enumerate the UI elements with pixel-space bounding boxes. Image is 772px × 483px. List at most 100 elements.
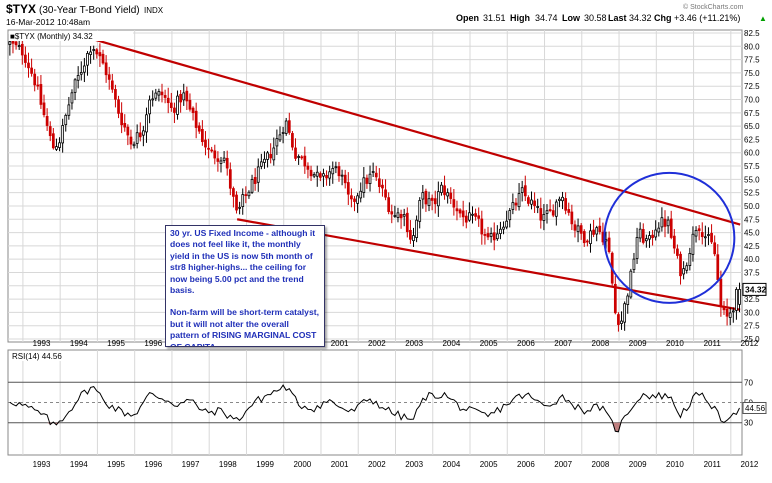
- candlestick-series: [8, 33, 741, 332]
- price-legend: ■$TYX (Monthly) 34.32: [10, 32, 93, 41]
- candle-body: [315, 171, 319, 177]
- last-price-marker-text: 34.32: [745, 284, 767, 294]
- header-exchange: INDX: [144, 6, 164, 15]
- candle-body: [151, 98, 155, 101]
- candle-body: [284, 120, 288, 134]
- candle-body: [39, 84, 43, 105]
- candle-body: [278, 134, 282, 141]
- watermark: © StockCharts.com: [683, 3, 744, 11]
- price-tick-label: 70.0: [744, 96, 760, 105]
- candle-body: [436, 191, 440, 207]
- price-tick-label: 82.5: [744, 29, 760, 38]
- rsi-grid: [8, 350, 742, 455]
- header-low-label: Low: [562, 13, 581, 23]
- candle-body: [58, 142, 61, 148]
- candle-body: [530, 199, 533, 205]
- header-chg-label: Chg: [654, 13, 672, 23]
- candle-body: [135, 132, 139, 144]
- candle-body: [263, 158, 266, 163]
- candle-body: [110, 80, 114, 90]
- price-year-label: 2002: [368, 339, 386, 348]
- candle-body: [216, 158, 220, 162]
- candle-body: [27, 62, 30, 69]
- rsi-year-label: 2000: [293, 460, 311, 469]
- candle-body: [101, 53, 105, 64]
- candle-body: [443, 185, 446, 196]
- candle-body: [722, 306, 726, 311]
- price-year-label: 1994: [70, 339, 88, 348]
- price-tick-label: 65.0: [744, 122, 760, 131]
- candle-body: [291, 133, 294, 148]
- candle-body: [638, 228, 642, 239]
- candle-body: [176, 95, 179, 115]
- candle-body: [713, 242, 717, 255]
- candle-body: [495, 233, 499, 240]
- candle-body: [489, 233, 493, 237]
- header-datetime: 16-Mar-2012 10:48am: [6, 17, 90, 27]
- price-year-label: 2004: [442, 339, 460, 348]
- header-open-label: Open: [456, 13, 479, 23]
- candle-body: [595, 227, 599, 235]
- candle-body: [253, 177, 257, 184]
- rsi-year-label: 2001: [331, 460, 349, 469]
- rsi-last-marker: 44.56: [742, 401, 767, 414]
- candle-body: [651, 234, 654, 239]
- candle-body: [244, 194, 248, 196]
- candle-body: [294, 147, 297, 159]
- rsi-year-label: 1995: [107, 460, 125, 469]
- candle-body: [697, 228, 701, 231]
- candle-body: [666, 219, 670, 227]
- candle-body: [328, 171, 332, 179]
- candle-body: [114, 89, 117, 100]
- price-year-label: 2008: [592, 339, 610, 348]
- candle-body: [322, 173, 325, 177]
- candle-body: [17, 45, 21, 47]
- candle-body: [20, 43, 24, 56]
- candle-body: [36, 84, 40, 87]
- candle-body: [83, 65, 86, 73]
- candle-body: [446, 192, 450, 197]
- price-tick-label: 67.5: [744, 109, 760, 118]
- candle-body: [145, 114, 148, 133]
- candle-body: [64, 114, 68, 126]
- candle-body: [222, 157, 226, 161]
- candle-body: [30, 67, 33, 74]
- candle-body: [42, 102, 46, 116]
- rsi-series: [9, 384, 740, 433]
- candle-body: [73, 79, 77, 93]
- candle-body: [98, 52, 102, 57]
- candle-body: [334, 166, 338, 169]
- candle-body: [303, 155, 307, 167]
- candle-body: [725, 308, 729, 317]
- candle-body: [14, 41, 18, 46]
- price-year-label: 1995: [107, 339, 125, 348]
- candle-body: [517, 193, 521, 208]
- candle-body: [194, 110, 198, 128]
- candle-body: [384, 189, 387, 198]
- candle-body: [440, 184, 443, 193]
- price-tick-label: 47.5: [744, 215, 760, 224]
- candle-body: [613, 283, 617, 314]
- candle-body: [120, 112, 124, 126]
- candle-body: [79, 72, 83, 75]
- price-year-label: 2009: [629, 339, 647, 348]
- candle-body: [241, 194, 245, 207]
- price-tick-label: 37.5: [744, 268, 760, 277]
- candle-body: [424, 190, 428, 205]
- candle-body: [527, 197, 530, 204]
- candle-body: [45, 116, 49, 126]
- candle-body: [421, 192, 425, 200]
- candle-body: [523, 185, 527, 197]
- candle-body: [213, 150, 217, 159]
- price-tick-label: 62.5: [744, 135, 760, 144]
- candle-body: [92, 49, 96, 51]
- rsi-year-label: 1994: [70, 460, 88, 469]
- candle-body: [728, 312, 732, 318]
- candle-body: [505, 220, 509, 228]
- candle-body: [55, 146, 58, 150]
- candle-body: [676, 248, 679, 256]
- candle-body: [325, 175, 328, 179]
- rsi-last-marker-text: 44.56: [745, 404, 766, 413]
- candle-body: [402, 214, 406, 217]
- price-tick-label: 52.5: [744, 189, 760, 198]
